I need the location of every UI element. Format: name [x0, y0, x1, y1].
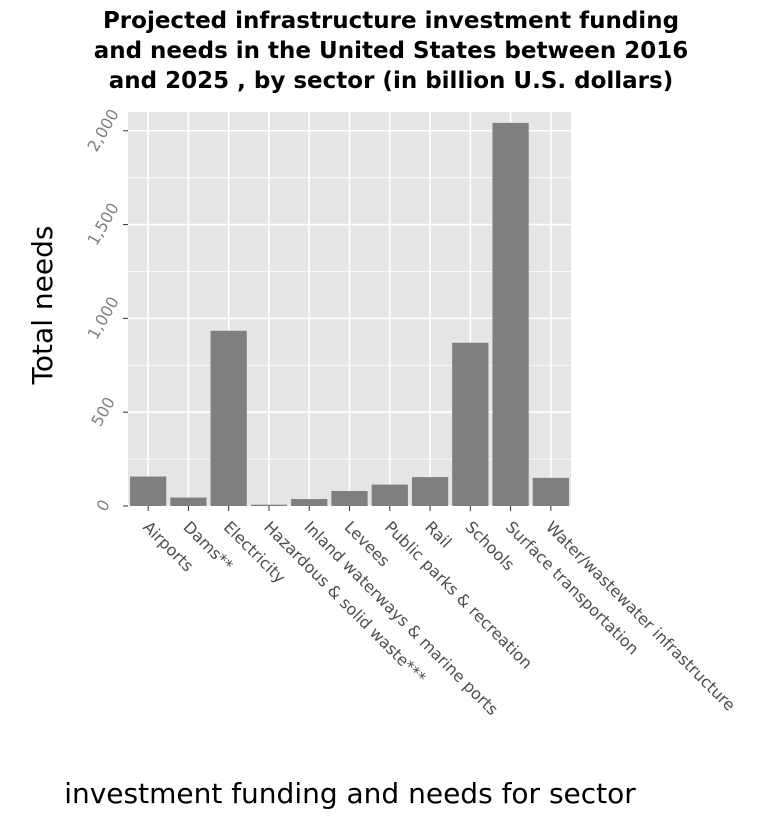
chart-title: Projected infrastructure investment fund…	[0, 6, 782, 96]
bar	[371, 484, 408, 506]
bar	[492, 122, 529, 507]
x-tick-label: Water/wastewater infrastructure	[542, 517, 739, 714]
bar	[291, 499, 328, 506]
y-tick-label: 500	[87, 394, 119, 430]
bars	[130, 122, 569, 507]
bar	[532, 477, 569, 506]
chart-title-line-1: Projected infrastructure investment fund…	[102, 8, 680, 34]
bar	[210, 330, 247, 506]
bar	[331, 490, 368, 506]
bar	[130, 476, 167, 506]
chart-title-line-2: and needs in the United States between 2…	[93, 38, 689, 64]
bar	[170, 497, 207, 506]
y-tick-label: 2,000	[83, 106, 122, 155]
chart-title-line-3: and 2025 , by sector (in billion U.S. do…	[108, 68, 674, 94]
y-tick-label: 1,000	[83, 293, 122, 342]
bar	[250, 504, 288, 506]
y-tick-label: 1,500	[83, 199, 122, 248]
x-tick-label: Rail	[421, 517, 455, 551]
bar	[452, 342, 489, 506]
x-axis-label: investment funding and needs for sector	[64, 777, 636, 810]
y-axis: 0 500 1,000 1,500 2,000	[83, 106, 128, 515]
bar	[411, 477, 449, 506]
y-tick-label: 0	[92, 496, 114, 514]
y-axis-label: Total needs	[26, 226, 59, 386]
